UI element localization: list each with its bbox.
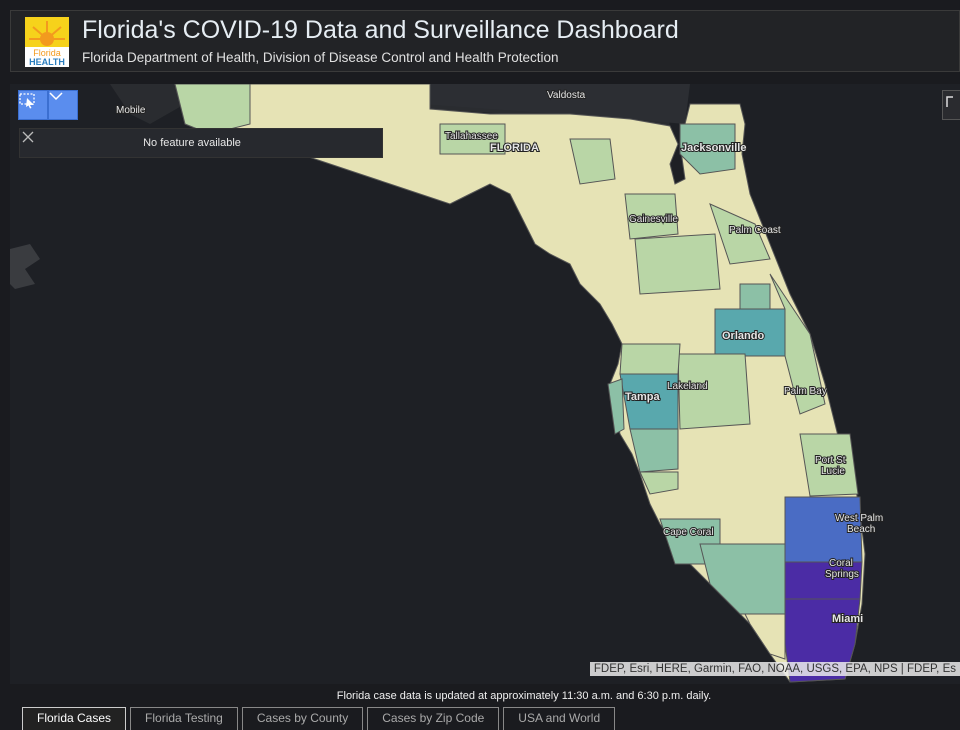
select-cursor-icon <box>19 93 35 109</box>
bottom-tabs: Florida Cases Florida Testing Cases by C… <box>22 707 619 730</box>
map-tool-button[interactable] <box>942 90 960 120</box>
county-escambia <box>174 84 251 135</box>
county-marion <box>634 233 721 295</box>
county-leon <box>439 123 506 155</box>
label-mobile: Mobile <box>116 105 146 116</box>
map-attribution[interactable]: FDEP, Esri, HERE, Garmin, FAO, NOAA, USG… <box>589 662 960 676</box>
tab-cases-by-county[interactable]: Cases by County <box>241 707 364 730</box>
county-collier <box>699 543 786 615</box>
florida-health-logo: Florida HEALTH <box>25 17 69 67</box>
label-palm-bay: Palm Bay <box>784 386 827 397</box>
county-volusia <box>709 203 771 265</box>
select-options-button[interactable] <box>48 90 78 120</box>
close-icon[interactable] <box>20 129 36 145</box>
label-west-palm-1: West Palm <box>835 513 883 524</box>
county-pasco <box>619 343 681 375</box>
county-manatee <box>629 428 679 473</box>
label-tallahassee: Tallahassee <box>445 131 498 142</box>
feature-popup: No feature available <box>19 128 383 158</box>
update-note: Florida case data is updated at approxim… <box>336 690 712 702</box>
label-palm-coast: Palm Coast <box>729 225 781 236</box>
label-orlando: Orlando <box>722 330 764 342</box>
island-shape <box>10 244 40 289</box>
county-monroe <box>744 613 786 660</box>
svg-text:HEALTH: HEALTH <box>29 57 65 67</box>
county-alachua <box>569 138 616 185</box>
dashboard-header: Florida HEALTH Florida's COVID-19 Data a… <box>10 10 960 72</box>
popup-message: No feature available <box>143 137 241 149</box>
select-tool-button[interactable] <box>18 90 48 120</box>
svg-text:Florida: Florida <box>33 48 61 58</box>
label-west-palm-2: Beach <box>847 524 875 535</box>
label-miami: Miami <box>832 613 863 625</box>
label-tampa: Tampa <box>625 391 661 403</box>
label-valdosta: Valdosta <box>547 90 586 101</box>
label-coral-springs-2: Springs <box>825 569 859 580</box>
expand-icon <box>946 96 953 107</box>
label-florida: FLORIDA <box>490 142 539 154</box>
county-pinellas <box>607 378 625 435</box>
county-brevard <box>769 273 826 415</box>
map-view[interactable]: Valdosta Mobile Tallahassee FLORIDA Jack… <box>10 84 960 684</box>
label-gainesville: Gainesville <box>629 214 678 225</box>
label-port-st-lucie-2: Lucie <box>821 466 845 477</box>
county-map[interactable]: Valdosta Mobile Tallahassee FLORIDA Jack… <box>10 84 960 684</box>
county-gainesville <box>624 193 679 240</box>
label-coral-springs-1: Coral <box>829 558 853 569</box>
county-sarasota <box>639 471 679 495</box>
chevron-down-icon <box>49 92 63 101</box>
county-duval <box>679 123 736 175</box>
county-st-lucie <box>799 433 859 497</box>
tab-florida-testing[interactable]: Florida Testing <box>130 707 238 730</box>
page-title: Florida's COVID-19 Data and Surveillance… <box>82 16 679 44</box>
tab-florida-cases[interactable]: Florida Cases <box>22 707 127 730</box>
tab-usa-world[interactable]: USA and World <box>503 707 616 730</box>
label-cape-coral: Cape Coral <box>663 527 714 538</box>
county-seminole <box>739 283 771 310</box>
label-lakeland: Lakeland <box>667 381 708 392</box>
county-polk <box>677 353 751 430</box>
georgia-land <box>410 84 690 124</box>
tab-cases-by-zip[interactable]: Cases by Zip Code <box>367 707 500 730</box>
page-subtitle: Florida Department of Health, Division o… <box>82 50 559 65</box>
label-jacksonville: Jacksonville <box>681 142 746 154</box>
label-port-st-lucie-1: Port St <box>815 455 846 466</box>
